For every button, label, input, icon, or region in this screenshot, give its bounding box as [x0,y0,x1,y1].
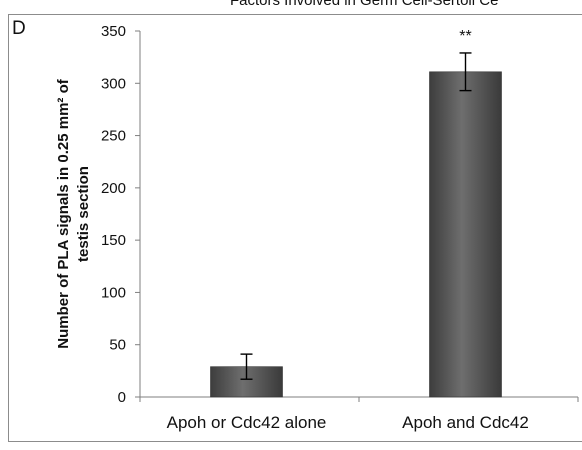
x-category-label: Apoh and Cdc42 [402,413,529,432]
y-axis-title-line: testis section [75,166,92,262]
y-tick-label: 200 [101,180,126,197]
significance-annotation: ** [459,28,471,45]
y-tick-label: 100 [101,284,126,301]
y-tick-label: 350 [101,23,126,40]
figure-frame [8,14,582,442]
figure-header-fragment: Factors Involved in Germ Cell-Sertoli Ce [230,0,499,9]
bar-1 [210,366,283,398]
y-tick-label: 50 [109,337,126,354]
x-category-label: Apoh or Cdc42 alone [167,413,327,432]
y-axis-title-line: Number of PLA signals in 0.25 mm² of [55,78,72,348]
panel-label: D [12,18,26,39]
y-tick-label: 0 [118,389,126,406]
y-tick-label: 300 [101,75,126,92]
bar-2 [429,71,502,398]
y-tick-label: 150 [101,232,126,249]
y-tick-label: 250 [101,128,126,145]
